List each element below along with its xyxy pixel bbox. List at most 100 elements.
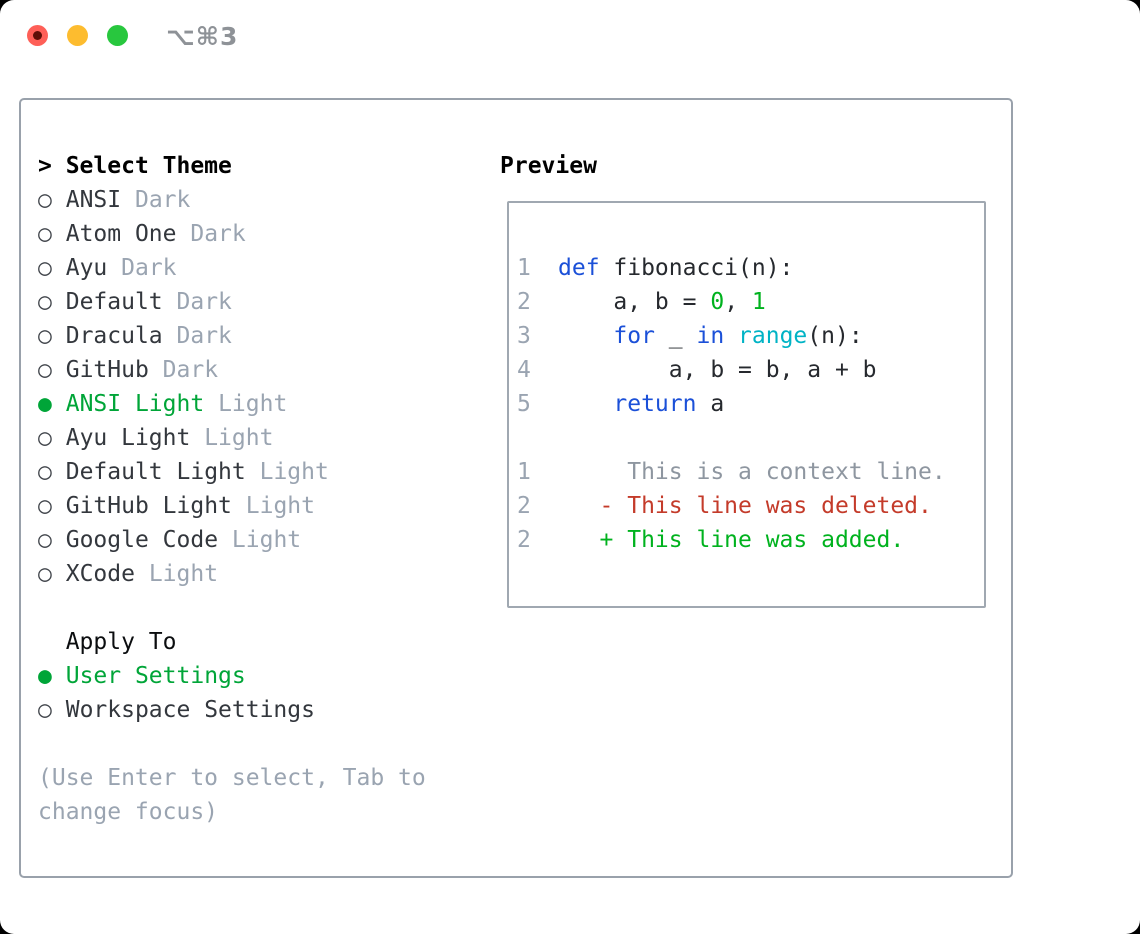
prompt-icon: > (38, 153, 52, 179)
preview-header: Preview (500, 153, 597, 179)
token-plain: fibonacci(n): (599, 255, 794, 281)
theme-variant-tag: Light (231, 527, 302, 553)
theme-name: GitHub (65, 357, 149, 383)
theme-variant-tag: Light (259, 459, 329, 485)
theme-option-default-light[interactable]: ○ Default Light Light (38, 455, 454, 489)
theme-variant-tag: Dark (190, 221, 246, 247)
token-number: 0 (710, 289, 725, 315)
theme-name: Ayu Light (65, 425, 191, 451)
context-line: 1 This is a context line. (517, 455, 946, 489)
token-plain: (n): (807, 323, 863, 349)
line-number: 2 (517, 289, 531, 315)
line-number: 4 (517, 357, 531, 383)
radio-icon: ○ (38, 187, 52, 213)
radio-icon: ○ (38, 527, 52, 553)
apply-to-list: ● User Settings ○ Workspace Settings (38, 659, 454, 727)
select-theme-header: > Select Theme (38, 149, 454, 183)
theme-option-default[interactable]: ○ Default Dark (38, 285, 454, 319)
radio-icon: ○ (38, 357, 52, 383)
token-plain: _ (654, 323, 697, 349)
theme-name: Google Code (65, 527, 219, 553)
theme-column: > Select Theme ○ ANSI Dark ○ Atom One Dark ○… (38, 149, 454, 829)
theme-option-google-code[interactable]: ○ Google Code Light (38, 523, 454, 557)
line-number: 1 (517, 255, 531, 281)
theme-option-ayu-light[interactable]: ○ Ayu Light Light (38, 421, 454, 455)
theme-variant-tag: Light (218, 391, 288, 417)
select-theme-title: Select Theme (65, 153, 232, 179)
added-line: 2 + This line was added. (517, 523, 946, 557)
code-line: 5 return a (517, 387, 946, 421)
token-builtin: range (738, 323, 808, 349)
theme-option-github-light[interactable]: ○ GitHub Light Light (38, 489, 454, 523)
apply-option-label: User Settings (65, 663, 246, 689)
close-button[interactable] (27, 25, 48, 46)
theme-variant-tag: Dark (134, 187, 191, 213)
theme-variant-tag: Dark (176, 323, 232, 349)
line-number: 5 (517, 391, 531, 417)
line-number: 1 (517, 459, 531, 485)
apply-to-header: Apply To (65, 629, 177, 655)
code-line: 2 a, b = 0, 1 (517, 285, 946, 319)
unsaved-indicator-dot (33, 31, 42, 40)
zoom-button[interactable] (107, 25, 128, 46)
token-plain: , (724, 289, 752, 315)
apply-option-user-settings[interactable]: ● User Settings (38, 659, 454, 693)
theme-name: GitHub Light (65, 493, 232, 519)
theme-option-dracula[interactable]: ○ Dracula Dark (38, 319, 454, 353)
token-plain (558, 391, 613, 417)
theme-name: Atom One (65, 221, 177, 247)
code-line: 3 for _ in range(n): (517, 319, 946, 353)
token-plain (558, 323, 613, 349)
theme-option-ayu[interactable]: ○ Ayu Dark (38, 251, 454, 285)
theme-variant-tag: Dark (176, 289, 232, 315)
radio-icon: ○ (38, 697, 52, 723)
theme-option-ansi-light[interactable]: ● ANSI Light Light (38, 387, 454, 421)
token-keyword: return (613, 391, 697, 417)
theme-variant-tag: Light (245, 493, 315, 519)
radio-icon: ○ (38, 425, 52, 451)
radio-icon: ○ (38, 561, 52, 587)
token-plain: a, b = b, a + b (558, 357, 877, 383)
theme-option-ansi[interactable]: ○ ANSI Dark (38, 183, 454, 217)
radio-icon: ○ (38, 493, 52, 519)
apply-option-label: Workspace Settings (65, 697, 315, 723)
theme-option-github[interactable]: ○ GitHub Dark (38, 353, 454, 387)
token-keyword: def (558, 255, 600, 281)
help-text: (Use Enter to select, Tab to change focu… (38, 765, 426, 825)
token-plain: a (696, 391, 725, 417)
token-keyword: in (696, 323, 725, 349)
token-keyword: for (613, 323, 655, 349)
theme-list: ○ ANSI Dark ○ Atom One Dark ○ Ayu Dark ○ De… (38, 183, 454, 591)
theme-variant-tag: Light (204, 425, 274, 451)
radio-icon: ○ (38, 221, 52, 247)
minimize-button[interactable] (67, 25, 88, 46)
radio-selected-icon: ● (38, 391, 52, 417)
theme-name: ANSI Light (65, 391, 205, 417)
blank-line (517, 421, 946, 455)
theme-option-atom-one[interactable]: ○ Atom One Dark (38, 217, 454, 251)
code-line: 1 def fibonacci(n): (517, 251, 946, 285)
token-plain (724, 323, 738, 349)
token-context: This is a context line. (558, 459, 946, 485)
code-line: 4 a, b = b, a + b (517, 353, 946, 387)
theme-name: Dracula (65, 323, 163, 349)
deleted-line: 2 - This line was deleted. (517, 489, 946, 523)
token-plain: a, b = (558, 289, 711, 315)
line-number: 2 (517, 493, 531, 519)
theme-option-xcode[interactable]: ○ XCode Light (38, 557, 454, 591)
theme-name: Default Light (65, 459, 246, 485)
theme-name: ANSI (65, 187, 122, 213)
radio-icon: ○ (38, 289, 52, 315)
theme-name: Ayu (65, 255, 108, 281)
theme-variant-tag: Light (148, 561, 219, 587)
radio-icon: ○ (38, 323, 52, 349)
theme-name: XCode (65, 561, 135, 587)
token-deleted: - This line was deleted. (558, 493, 932, 519)
token-number: 1 (751, 289, 766, 315)
theme-variant-tag: Dark (162, 357, 219, 383)
spacer (38, 591, 454, 625)
apply-option-workspace-settings[interactable]: ○ Workspace Settings (38, 693, 454, 727)
